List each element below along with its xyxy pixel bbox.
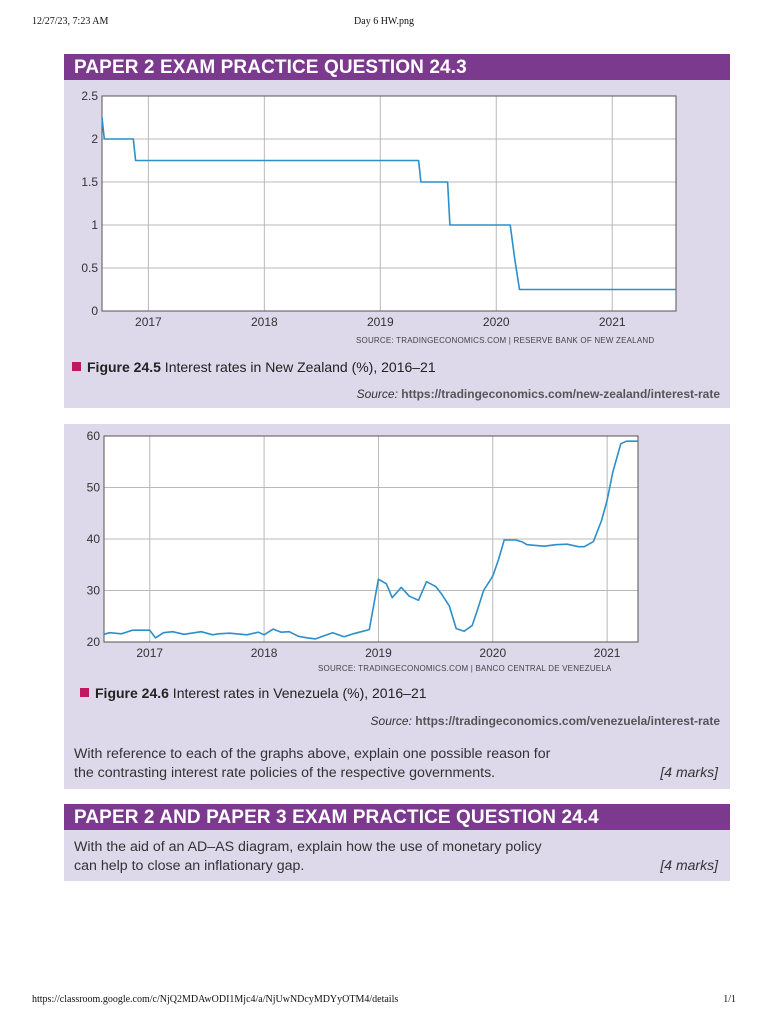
question-24-3-text: With reference to each of the graphs abo…: [74, 745, 550, 783]
source-label: Source:: [370, 714, 412, 728]
figure-24-5-source: Source: https://tradingeconomics.com/new…: [357, 387, 720, 401]
ve-xtick-label: 2020: [479, 646, 506, 660]
source-label: Source:: [356, 387, 398, 401]
nz-ytick-label: 1.5: [81, 175, 98, 189]
nz-xtick-label: 2018: [251, 315, 278, 329]
caption-bullet: [72, 362, 81, 371]
question-24-4-title: PAPER 2 AND PAPER 3 EXAM PRACTICE QUESTI…: [64, 804, 730, 830]
ve-ytick-label: 20: [87, 635, 101, 649]
figure-24-6-source: Source: https://tradingeconomics.com/ven…: [371, 714, 720, 728]
figure-24-6-card: 20 30 40 50 60 2017 2018 2019 2020 2021 SOURCE: T…: [64, 424, 730, 789]
question-24-4-card: PAPER 2 AND PAPER 3 EXAM PRACTICE QUESTI…: [64, 804, 730, 881]
print-url: https://classroom.google.com/c/NjQ2MDAwO…: [32, 994, 399, 1005]
ve-ytick-label: 40: [87, 532, 101, 546]
nz-xtick-label: 2017: [135, 315, 162, 329]
nz-series-line: [101, 117, 676, 291]
venezuela-interest-chart: 20 30 40 50 60 2017 2018 2019 2020 2021: [87, 429, 639, 660]
nz-plot-frame: [101, 95, 677, 312]
ve-series-line: [103, 440, 638, 640]
ve-ytick-label: 30: [87, 584, 101, 598]
ve-xtick-label: 2017: [136, 646, 163, 660]
ve-source-url[interactable]: https://tradingeconomics.com/venezuela/i…: [415, 714, 720, 728]
nz-ytick-label: 1: [91, 218, 98, 232]
question-line: can help to close an inflationary gap.: [74, 858, 305, 874]
nz-ytick-label: 0.5: [81, 261, 98, 275]
caption-bullet: [80, 688, 89, 697]
nz-source-url[interactable]: https://tradingeconomics.com/new-zealand…: [401, 387, 720, 401]
figure-24-6-label: Figure 24.6: [95, 685, 169, 701]
question-24-4-text: With the aid of an AD–AS diagram, explai…: [74, 838, 542, 876]
ve-ytick-label: 50: [87, 481, 101, 495]
nz-xtick-label: 2021: [599, 315, 626, 329]
nz-ytick-label: 0: [91, 304, 98, 318]
ve-xtick-label: 2021: [594, 646, 621, 660]
figure-24-6-caption: Figure 24.6 Interest rates in Venezuela …: [80, 685, 427, 701]
question-line: the contrasting interest rate policies o…: [74, 765, 496, 781]
question-line: With the aid of an AD–AS diagram, explai…: [74, 839, 542, 855]
nz-xtick-label: 2020: [483, 315, 510, 329]
nz-xtick-label: 2019: [367, 315, 394, 329]
question-24-3-card: PAPER 2 EXAM PRACTICE QUESTION 24.3 0 0.5…: [64, 54, 730, 408]
figure-24-5-text: Interest rates in New Zealand (%), 2016–…: [160, 359, 436, 375]
question-24-3-marks: [4 marks]: [660, 764, 718, 780]
print-filename: Day 6 HW.png: [354, 16, 414, 27]
figure-24-6-text: Interest rates in Venezuela (%), 2016–21: [168, 685, 427, 701]
figure-24-5-caption: Figure 24.5 Interest rates in New Zealan…: [72, 359, 436, 375]
print-page-number: 1/1: [723, 994, 736, 1005]
question-line: With reference to each of the graphs abo…: [74, 746, 551, 762]
nz-ytick-label: 2: [91, 132, 98, 146]
question-24-4-marks: [4 marks]: [660, 857, 718, 873]
ve-plot-frame: [103, 435, 639, 643]
figure-24-5-label: Figure 24.5: [87, 359, 161, 375]
ve-xtick-label: 2019: [365, 646, 392, 660]
nz-plot-area: [102, 96, 676, 311]
question-24-3-title: PAPER 2 EXAM PRACTICE QUESTION 24.3: [64, 54, 730, 80]
ve-ytick-label: 60: [87, 429, 101, 443]
print-datetime: 12/27/23, 7:23 AM: [32, 16, 109, 27]
ve-chart-source-line: SOURCE: TRADINGECONOMICS.COM | BANCO CEN…: [318, 664, 612, 673]
ve-xtick-label: 2018: [251, 646, 278, 660]
nz-ytick-label: 2.5: [81, 89, 98, 103]
nz-chart-source-line: SOURCE: TRADINGECONOMICS.COM | RESERVE B…: [356, 336, 655, 345]
nz-interest-chart: 0 0.5 1 1.5 2 2.5 2017 2018 2019 2020 2021: [81, 89, 677, 329]
